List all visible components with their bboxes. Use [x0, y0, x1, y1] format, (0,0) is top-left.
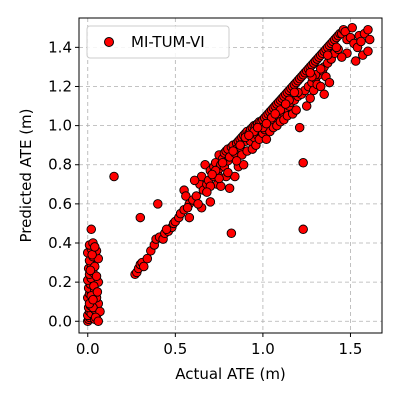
grid: [79, 18, 382, 333]
x-tick-label: 1.0: [251, 340, 275, 358]
data-point: [363, 46, 373, 57]
data-point: [231, 156, 242, 166]
data-point: [92, 287, 103, 297]
data-point: [356, 36, 366, 47]
data-point: [315, 64, 326, 74]
legend: MI-TUM-VI: [86, 25, 230, 59]
data-point: [217, 158, 228, 168]
data-point: [294, 122, 305, 133]
data-point: [88, 294, 98, 305]
data-point: [191, 191, 202, 201]
y-tick-label: 0.0: [48, 312, 72, 330]
x-axis-label: Actual ATE (m): [175, 365, 286, 383]
data-point: [298, 158, 308, 168]
x-tick-label: 1.5: [339, 340, 363, 358]
data-point: [252, 122, 263, 133]
data-point: [261, 118, 272, 129]
data-point: [235, 140, 245, 150]
data-point: [305, 68, 315, 78]
data-points: [83, 23, 375, 327]
data-point: [91, 271, 102, 282]
data-point: [319, 89, 329, 100]
data-point: [228, 146, 238, 156]
data-point: [202, 187, 212, 197]
data-point: [139, 261, 149, 272]
y-tick-label: 0.8: [48, 156, 72, 174]
data-point: [298, 224, 308, 235]
data-point: [223, 167, 233, 178]
data-point: [238, 159, 249, 170]
data-point: [216, 181, 226, 192]
data-point: [289, 87, 300, 98]
data-point: [244, 130, 254, 141]
data-point: [153, 199, 163, 209]
data-point: [324, 77, 335, 88]
y-axis-label: Predicted ATE (m): [17, 108, 35, 242]
plot-frame: [78, 17, 383, 334]
data-point: [86, 224, 97, 235]
data-point: [142, 253, 153, 264]
legend-marker: [104, 37, 114, 47]
data-point: [93, 316, 104, 327]
data-point: [109, 171, 119, 182]
data-point: [193, 199, 203, 209]
data-point: [200, 159, 210, 170]
y-tick-label: 0.2: [48, 273, 72, 291]
data-point: [161, 224, 172, 235]
data-point: [135, 212, 146, 223]
data-point: [214, 173, 224, 184]
x-tick-label: 0.5: [163, 340, 187, 358]
data-point: [87, 249, 97, 260]
y-tick-label: 0.4: [48, 234, 72, 252]
axis-ticks: 0.0 0.5 1.0 1.5 0.0 0.2 0.4 0.6 0.8 1.0 1.2 1.4: [48, 38, 362, 358]
data-point: [305, 93, 315, 103]
data-point: [363, 24, 373, 35]
data-point: [90, 242, 100, 252]
data-point: [350, 56, 361, 66]
data-point: [181, 191, 191, 201]
data-point: [226, 228, 237, 238]
data-point: [315, 81, 326, 92]
y-tick-label: 1.0: [48, 117, 72, 135]
data-point: [207, 169, 217, 180]
x-tick-label: 0.0: [76, 340, 100, 358]
data-point: [331, 42, 342, 53]
y-tick-label: 0.6: [48, 195, 72, 213]
data-point: [336, 52, 347, 62]
data-point: [184, 212, 195, 223]
data-point: [182, 203, 193, 213]
data-point: [270, 109, 280, 119]
data-point: [196, 171, 207, 182]
data-point: [301, 101, 312, 111]
y-tick-label: 1.4: [48, 38, 72, 56]
data-point: [224, 183, 235, 193]
data-point: [291, 105, 301, 115]
legend-label: MI-TUM-VI: [131, 33, 205, 51]
data-point: [364, 34, 375, 45]
data-point: [347, 23, 357, 33]
data-point: [322, 50, 333, 60]
data-point: [261, 134, 272, 145]
data-point: [205, 197, 216, 207]
data-point: [189, 175, 200, 186]
data-point: [85, 265, 96, 276]
legend-box: [86, 25, 230, 59]
y-tick-label: 1.2: [48, 77, 72, 95]
data-point: [230, 171, 240, 182]
data-point: [280, 99, 291, 109]
